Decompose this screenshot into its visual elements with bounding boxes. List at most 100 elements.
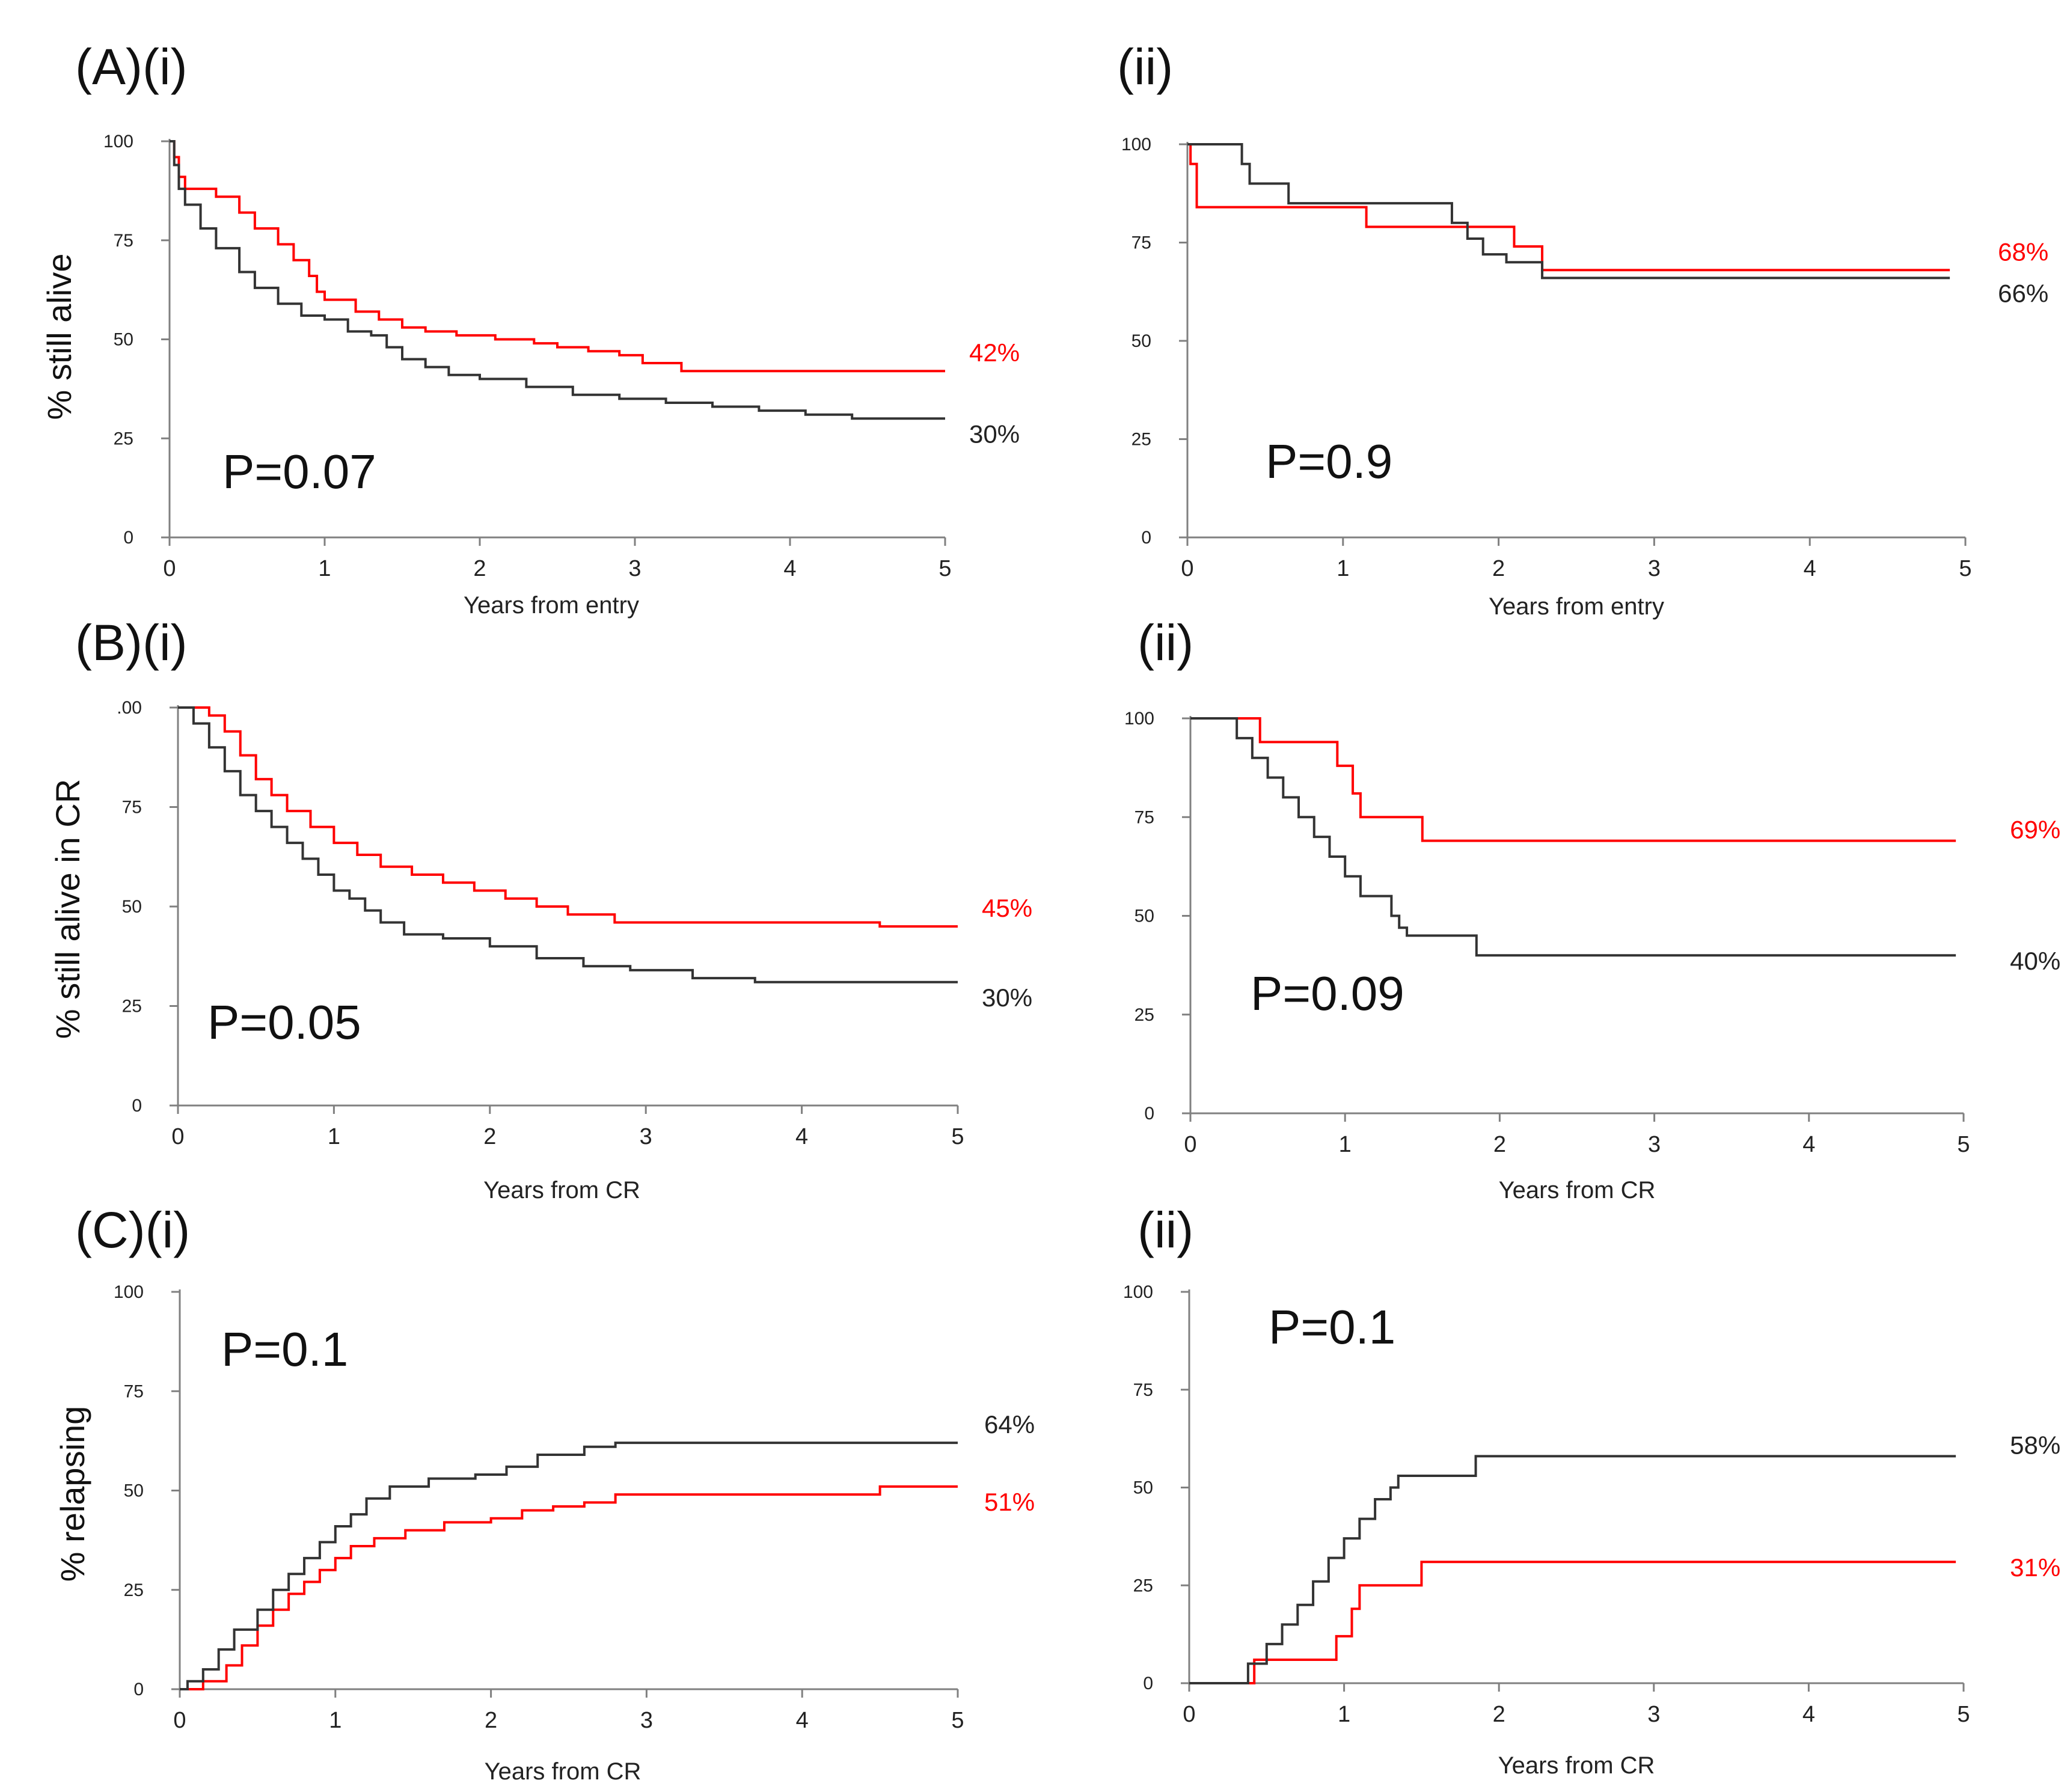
p-value-annotation: P=0.07	[222, 445, 376, 498]
y-tick-label: 50	[114, 330, 133, 350]
y-tick-label: 0	[133, 1680, 144, 1699]
end-value-label-black: 66%	[1998, 279, 2048, 307]
x-tick-label: 2	[473, 556, 486, 581]
y-tick-label: 25	[1135, 1005, 1154, 1025]
y-tick-label: 25	[114, 429, 133, 448]
x-tick-label: 2	[1492, 556, 1505, 581]
series-line-red	[178, 706, 958, 928]
end-value-label-black: 64%	[984, 1410, 1035, 1439]
y-tick-label: 100	[1123, 1282, 1153, 1302]
y-tick-label: 100	[1121, 135, 1151, 154]
x-tick-label: 3	[1647, 1702, 1660, 1727]
x-tick-label: 5	[1957, 1132, 1970, 1157]
series-line-black	[1187, 143, 1950, 280]
y-axis-label: % still alive	[40, 254, 78, 420]
end-value-label-red: 42%	[969, 338, 1020, 367]
y-tick-label: 25	[124, 1580, 144, 1600]
x-tick-label: 3	[628, 556, 641, 581]
series-line-red	[170, 140, 945, 373]
panel-label: (A)(i)	[75, 38, 188, 95]
x-axis-label: Years from entry	[464, 592, 639, 619]
panel-C-i: (C)(i) 0 25 50 75 100 0 1 2 3 4 5 Years from CR % rel…	[54, 1202, 1035, 1785]
y-tick-label: 75	[124, 1381, 144, 1401]
x-tick-label: 2	[1493, 1132, 1506, 1157]
series-line-black	[170, 140, 945, 420]
y-tick-label: 50	[1131, 331, 1151, 351]
y-tick-label: 50	[124, 1481, 144, 1501]
x-axis-label: Years from entry	[1489, 593, 1664, 620]
y-tick-label: 50	[1133, 1478, 1153, 1498]
panel-label: (ii)	[1138, 1202, 1193, 1258]
x-tick-label: 0	[1184, 1132, 1196, 1157]
end-value-label-black: 40%	[2010, 947, 2060, 975]
y-tick-label: 0	[1143, 1674, 1153, 1693]
x-tick-label: 1	[329, 1708, 341, 1733]
y-axis-label: % relapsing	[54, 1406, 91, 1582]
x-tick-label: 3	[640, 1124, 652, 1149]
x-tick-label: 5	[1957, 1702, 1970, 1727]
x-tick-label: 2	[483, 1124, 496, 1149]
y-tick-label: 50	[122, 897, 142, 917]
p-value-annotation: P=0.1	[221, 1323, 348, 1376]
series-line-black	[178, 706, 958, 983]
y-tick-label: 75	[122, 798, 142, 818]
x-tick-label: 1	[1339, 1132, 1352, 1157]
y-tick-label: 100	[114, 1282, 144, 1302]
x-tick-label: 0	[1181, 556, 1193, 581]
x-tick-label: 1	[1337, 556, 1349, 581]
series-line-red	[1189, 1561, 1956, 1684]
x-tick-label: 4	[1802, 1702, 1815, 1727]
x-tick-label: 1	[1338, 1702, 1350, 1727]
end-value-label-red: 69%	[2010, 816, 2060, 844]
y-tick-label: 25	[122, 997, 142, 1017]
x-tick-label: 0	[1183, 1702, 1195, 1727]
x-axis-label: Years from CR	[1498, 1752, 1655, 1779]
x-tick-label: 3	[1648, 556, 1661, 581]
x-axis-label: Years from CR	[1499, 1177, 1656, 1203]
end-value-label-red: 45%	[982, 894, 1032, 922]
y-tick-label: 100	[103, 132, 133, 151]
x-axis-label: Years from CR	[483, 1177, 640, 1203]
x-tick-label: 5	[951, 1124, 964, 1149]
end-value-label-red: 51%	[984, 1488, 1035, 1516]
panel-B-i: (B)(i) 0 25 50 75 .00 0 1 2 3 4 5 Years from CR % sti…	[49, 614, 1032, 1203]
x-tick-label: 5	[951, 1708, 964, 1733]
y-tick-label: 0	[132, 1096, 142, 1116]
x-tick-label: 4	[795, 1124, 808, 1149]
panel-A-i: (A)(i) 0 25 50 75 100 0 1 2 3 4 5 Years from entry % …	[40, 38, 1020, 619]
x-tick-label: 3	[1648, 1132, 1661, 1157]
y-tick-label: .00	[117, 698, 142, 718]
y-tick-label: 0	[1144, 1104, 1154, 1124]
x-tick-label: 4	[783, 556, 796, 581]
series-line-red	[1187, 143, 1950, 272]
series-line-black	[180, 1442, 958, 1690]
y-tick-label: 75	[1131, 233, 1151, 253]
y-tick-label: 50	[1135, 907, 1154, 926]
p-value-annotation: P=0.9	[1266, 435, 1392, 488]
y-tick-label: 0	[123, 528, 133, 548]
y-tick-label: 75	[114, 231, 133, 251]
y-tick-label: 75	[1133, 1380, 1153, 1400]
x-tick-label: 4	[1802, 1132, 1815, 1157]
y-tick-label: 75	[1135, 807, 1154, 827]
series-line-black	[1190, 717, 1956, 957]
x-tick-label: 1	[318, 556, 331, 581]
panel-label: (C)(i)	[75, 1202, 190, 1258]
series-line-black	[1189, 1455, 1956, 1684]
x-tick-label: 2	[485, 1708, 497, 1733]
panel-label: (ii)	[1117, 38, 1173, 95]
end-value-label-red: 31%	[2010, 1553, 2060, 1582]
p-value-annotation: P=0.09	[1251, 967, 1404, 1020]
x-tick-label: 0	[173, 1708, 186, 1733]
y-tick-label: 25	[1133, 1576, 1153, 1595]
x-tick-label: 0	[171, 1124, 184, 1149]
y-tick-label: 25	[1131, 430, 1151, 450]
x-tick-label: 5	[1959, 556, 1971, 581]
x-tick-label: 4	[796, 1708, 809, 1733]
panel-C-ii: (ii) 0 25 50 75 100 0 1 2 3 4 5 Years from CR P=0.1 31…	[1123, 1202, 2060, 1779]
panel-label: (B)(i)	[75, 614, 188, 671]
p-value-annotation: P=0.05	[207, 995, 361, 1049]
end-value-label-black: 58%	[2010, 1431, 2060, 1459]
y-tick-label: 100	[1124, 709, 1154, 729]
